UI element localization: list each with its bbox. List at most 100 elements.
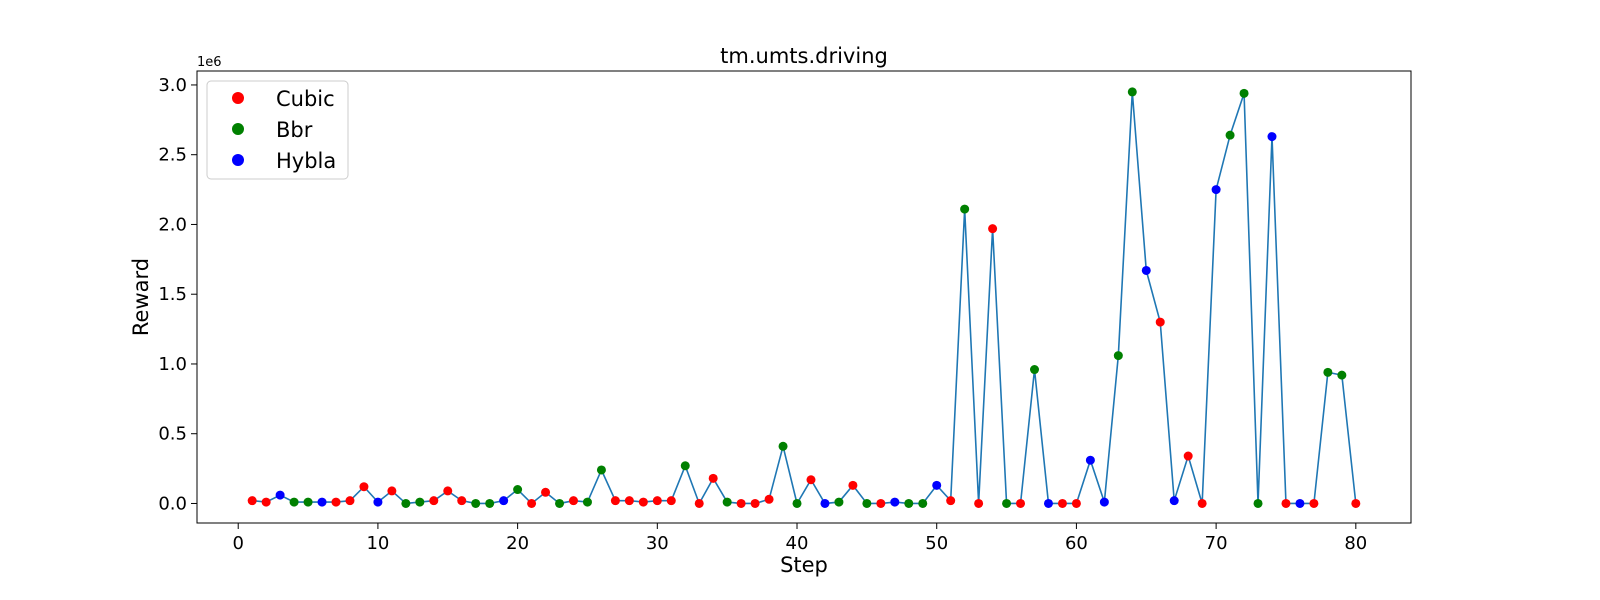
axes-frame <box>196 70 1412 524</box>
data-point-cubic <box>527 498 537 508</box>
y-tick-label: 1.0 <box>158 354 187 375</box>
data-point-bbr <box>1113 351 1123 361</box>
data-point-bbr <box>596 465 606 475</box>
data-point-cubic <box>708 473 718 483</box>
data-point-bbr <box>303 497 313 507</box>
data-point-bbr <box>680 461 690 471</box>
data-point-cubic <box>261 497 271 507</box>
x-tick-label: 10 <box>366 533 389 554</box>
data-point-hybla <box>932 480 942 490</box>
legend: Cubic Bbr Hybla <box>206 80 349 180</box>
x-tick-label: 40 <box>786 533 809 554</box>
data-point-cubic <box>1351 498 1361 508</box>
legend-marker-hybla <box>232 154 244 166</box>
data-point-cubic <box>429 496 439 506</box>
data-point-cubic <box>1281 498 1291 508</box>
data-point-bbr <box>485 498 495 508</box>
data-point-cubic <box>876 498 886 508</box>
data-point-hybla <box>1169 496 1179 506</box>
x-tick-label: 20 <box>506 533 529 554</box>
data-point-cubic <box>694 498 704 508</box>
y-tick-label: 0.0 <box>158 493 187 514</box>
x-tick-label: 50 <box>925 533 948 554</box>
data-point-hybla <box>1085 455 1095 465</box>
data-point-hybla <box>317 497 327 507</box>
data-point-hybla <box>499 496 509 506</box>
x-tick-label: 70 <box>1205 533 1228 554</box>
y-axis-ticks: 0.0 0.5 1.0 1.5 2.0 2.5 3.0 <box>158 75 197 514</box>
data-point-cubic <box>345 496 355 506</box>
data-point-cubic <box>247 496 257 506</box>
data-point-bbr <box>1030 365 1040 375</box>
data-point-cubic <box>848 480 858 490</box>
data-point-hybla <box>275 490 285 500</box>
plot-area <box>247 87 1361 508</box>
legend-label-cubic: Cubic <box>276 87 335 111</box>
data-point-bbr <box>834 497 844 507</box>
data-point-cubic <box>1197 498 1207 508</box>
legend-marker-bbr <box>232 123 244 135</box>
data-point-bbr <box>1337 370 1347 380</box>
data-point-hybla <box>890 497 900 507</box>
data-point-bbr <box>778 441 788 451</box>
data-point-bbr <box>415 497 425 507</box>
y-axis-label: Reward <box>129 258 153 336</box>
data-point-bbr <box>555 498 565 508</box>
data-point-cubic <box>359 482 369 492</box>
data-point-bbr <box>1127 87 1137 97</box>
y-axis-offset-label: 1e6 <box>197 55 222 70</box>
x-tick-label: 30 <box>646 533 669 554</box>
data-point-cubic <box>331 497 341 507</box>
data-point-bbr <box>582 497 592 507</box>
chart-title: tm.umts.driving <box>720 44 888 68</box>
data-point-bbr <box>918 498 928 508</box>
data-point-cubic <box>457 496 467 506</box>
data-point-bbr <box>513 485 523 495</box>
data-point-bbr <box>960 204 970 214</box>
data-point-bbr <box>289 497 299 507</box>
data-point-cubic <box>387 486 397 496</box>
data-point-cubic <box>1071 498 1081 508</box>
y-tick-label: 2.0 <box>158 214 187 235</box>
legend-marker-cubic <box>232 92 244 104</box>
x-tick-label: 80 <box>1344 533 1367 554</box>
x-axis-label: Step <box>780 553 828 577</box>
data-point-hybla <box>1141 265 1151 275</box>
data-point-bbr <box>792 498 802 508</box>
data-point-bbr <box>862 498 872 508</box>
data-point-cubic <box>736 498 746 508</box>
data-point-hybla <box>1211 185 1221 195</box>
data-point-hybla <box>1043 498 1053 508</box>
data-point-bbr <box>1323 367 1333 377</box>
data-point-bbr <box>904 498 914 508</box>
data-point-bbr <box>722 497 732 507</box>
data-point-cubic <box>1309 498 1319 508</box>
y-tick-label: 2.5 <box>158 145 187 166</box>
x-tick-label: 0 <box>232 533 243 554</box>
data-point-cubic <box>638 497 648 507</box>
data-point-cubic <box>764 494 774 504</box>
data-point-cubic <box>974 498 984 508</box>
data-point-hybla <box>373 497 383 507</box>
data-point-bbr <box>1239 88 1249 98</box>
data-point-cubic <box>946 496 956 506</box>
data-point-hybla <box>1099 497 1109 507</box>
y-tick-label: 0.5 <box>158 424 187 445</box>
data-point-cubic <box>1057 498 1067 508</box>
data-point-cubic <box>568 496 578 506</box>
x-axis-ticks: 0 10 20 30 40 50 60 70 80 <box>232 523 1367 554</box>
data-point-cubic <box>610 496 620 506</box>
data-point-cubic <box>666 496 676 506</box>
data-point-cubic <box>624 496 634 506</box>
data-point-bbr <box>471 498 481 508</box>
data-point-cubic <box>750 498 760 508</box>
y-tick-label: 3.0 <box>158 75 187 96</box>
data-point-hybla <box>1295 498 1305 508</box>
legend-box <box>206 80 349 180</box>
data-point-cubic <box>1016 498 1026 508</box>
data-point-bbr <box>1002 498 1012 508</box>
legend-label-hybla: Hybla <box>276 149 336 173</box>
data-point-bbr <box>1253 498 1263 508</box>
data-point-cubic <box>1183 451 1193 461</box>
